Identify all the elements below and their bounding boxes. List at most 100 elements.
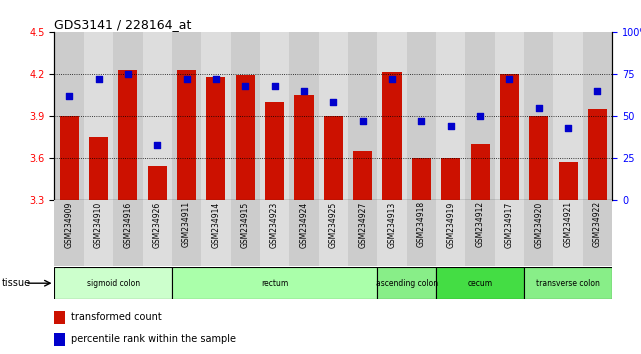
Point	[387, 76, 397, 82]
Bar	[470, 144, 490, 200]
Bar	[558, 162, 578, 200]
Bar	[201, 32, 231, 200]
Bar	[378, 32, 406, 200]
Bar	[54, 311, 65, 324]
Bar	[436, 267, 524, 299]
Bar	[113, 32, 142, 200]
Bar	[142, 200, 172, 266]
Bar	[495, 32, 524, 200]
Text: GSM234924: GSM234924	[299, 201, 308, 247]
Text: GSM234927: GSM234927	[358, 201, 367, 247]
Text: percentile rank within the sample: percentile rank within the sample	[71, 335, 237, 344]
Point	[592, 88, 603, 93]
Text: tissue: tissue	[1, 278, 30, 288]
Bar	[265, 102, 284, 200]
Bar	[406, 32, 436, 200]
Text: GSM234916: GSM234916	[123, 201, 132, 247]
Bar	[348, 32, 378, 200]
Bar	[289, 32, 319, 200]
Text: GSM234923: GSM234923	[270, 201, 279, 247]
Bar	[89, 137, 108, 200]
Text: GSM234925: GSM234925	[329, 201, 338, 247]
Bar	[289, 200, 319, 266]
Bar	[119, 70, 137, 200]
Text: GSM234922: GSM234922	[593, 201, 602, 247]
Bar	[495, 200, 524, 266]
Bar	[260, 200, 289, 266]
Text: transformed count: transformed count	[71, 312, 162, 322]
Bar	[147, 166, 167, 200]
Bar	[383, 73, 401, 200]
Bar	[436, 200, 465, 266]
Bar	[406, 200, 436, 266]
Bar	[54, 333, 65, 346]
Bar	[113, 200, 142, 266]
Text: GSM234920: GSM234920	[535, 201, 544, 247]
Bar	[172, 267, 378, 299]
Text: GSM234915: GSM234915	[241, 201, 250, 247]
Bar	[231, 200, 260, 266]
Point	[122, 71, 133, 77]
Text: rectum: rectum	[261, 279, 288, 288]
Text: GDS3141 / 228164_at: GDS3141 / 228164_at	[54, 18, 192, 31]
Bar	[142, 32, 172, 200]
Text: GSM234911: GSM234911	[182, 201, 191, 247]
Bar	[294, 95, 313, 200]
Text: GSM234910: GSM234910	[94, 201, 103, 247]
Bar	[231, 32, 260, 200]
Bar	[553, 32, 583, 200]
Point	[211, 76, 221, 82]
Text: GSM234912: GSM234912	[476, 201, 485, 247]
Bar	[201, 200, 231, 266]
Text: GSM234919: GSM234919	[446, 201, 455, 247]
Point	[240, 83, 251, 88]
Point	[504, 76, 515, 82]
Bar	[412, 158, 431, 200]
Bar	[172, 32, 201, 200]
Bar	[524, 32, 553, 200]
Point	[328, 100, 338, 105]
Bar	[583, 200, 612, 266]
Bar	[54, 267, 172, 299]
Bar	[206, 77, 226, 200]
Bar	[54, 200, 84, 266]
Bar	[436, 32, 465, 200]
Text: transverse colon: transverse colon	[536, 279, 600, 288]
Bar	[553, 200, 583, 266]
Bar	[84, 200, 113, 266]
Point	[181, 76, 192, 82]
Text: GSM234909: GSM234909	[65, 201, 74, 248]
Point	[563, 125, 573, 131]
Bar	[529, 116, 548, 200]
Bar	[60, 116, 79, 200]
Point	[534, 105, 544, 110]
Bar	[260, 32, 289, 200]
Bar	[378, 200, 406, 266]
Text: GSM234918: GSM234918	[417, 201, 426, 247]
Text: GSM234921: GSM234921	[563, 201, 572, 247]
Text: GSM234913: GSM234913	[388, 201, 397, 247]
Bar	[588, 109, 607, 200]
Point	[416, 118, 426, 124]
Point	[475, 113, 485, 119]
Bar	[319, 200, 348, 266]
Text: sigmoid colon: sigmoid colon	[87, 279, 140, 288]
Bar	[177, 70, 196, 200]
Bar	[172, 200, 201, 266]
Bar	[465, 32, 495, 200]
Bar	[84, 32, 113, 200]
Point	[445, 123, 456, 129]
Bar	[524, 267, 612, 299]
Bar	[348, 200, 378, 266]
Bar	[353, 151, 372, 200]
Text: cecum: cecum	[467, 279, 493, 288]
Point	[358, 118, 368, 124]
Bar	[465, 200, 495, 266]
Bar	[500, 74, 519, 200]
Point	[269, 83, 279, 88]
Bar	[319, 32, 348, 200]
Text: GSM234914: GSM234914	[212, 201, 221, 247]
Text: GSM234917: GSM234917	[505, 201, 514, 247]
Bar	[583, 32, 612, 200]
Text: GSM234926: GSM234926	[153, 201, 162, 247]
